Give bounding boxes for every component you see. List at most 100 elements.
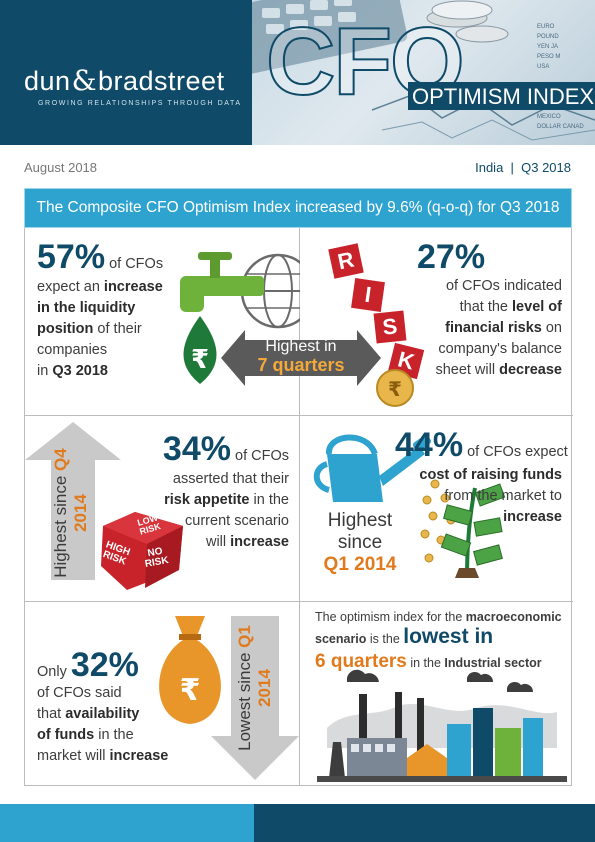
macro-line1-bold: macroeconomic [465, 610, 562, 624]
macro-lowest: lowest [403, 625, 469, 648]
svg-text:MEXICO: MEXICO [537, 114, 561, 120]
funds-cost-line1: of CFOs expect [463, 444, 568, 460]
appetite-percent: 34% [162, 430, 231, 468]
svg-text:PESO M: PESO M [537, 54, 560, 60]
highest-seven-quarters-arrow [221, 330, 381, 386]
svg-text:POUND: POUND [537, 34, 559, 40]
liquidity-line4: of their [93, 321, 142, 337]
dnb-logo: dun&bradstreet [24, 64, 225, 97]
risk-line3-bold: financial risks [445, 320, 542, 336]
highest-seven-quarters-label: Highest in 7 quarters [247, 338, 355, 374]
liquidity-line3-bold: in the liquidity [37, 300, 136, 316]
logo-text-dun: dun [24, 66, 71, 96]
liquidity-line2-bold: increase [103, 279, 163, 295]
optimism-index-title: OPTIMISM INDEX [412, 84, 595, 109]
optimism-index-band [408, 82, 595, 110]
macro-panel-text: The optimism index for the macroeconomic… [315, 608, 565, 675]
macro-line2: is the [366, 632, 404, 646]
up-arrow-highest-since [25, 422, 121, 580]
risk-line4: company's balance [438, 341, 562, 357]
risk-block-i: I [351, 278, 385, 312]
liquidity-line1: of CFOs [105, 256, 164, 272]
availability-line2: that [37, 706, 66, 722]
macro-in: in [468, 625, 494, 648]
logo-ampersand: & [71, 64, 97, 97]
funds-cost-line3: from the market to [444, 488, 562, 504]
svg-text:₹: ₹ [388, 377, 402, 401]
risk-line5-bold: decrease [499, 362, 562, 378]
grid-divider-vertical [299, 228, 300, 786]
funds-cost-highest-line3: Q1 2014 [323, 554, 397, 575]
appetite-line5: will [205, 534, 231, 550]
highest-line2: 7 quarters [257, 355, 345, 375]
appetite-line5-bold: increase [230, 534, 289, 550]
header: dun&bradstreet GROWING RELATIONSHIPS THR… [0, 0, 595, 145]
liquidity-line4-bold: position [37, 321, 94, 337]
finance-background-illustration: EURO POUND YEN JA PESO M USA MEXICO DOLLAR C… [252, 0, 595, 141]
macro-line3-bold: Industrial sector [444, 656, 542, 670]
risk-panel-text: 27% of CFOs indicated that the level of … [407, 240, 562, 381]
highest-since-q4-label: Highest since Q4 2014 [51, 433, 91, 593]
risk-line1: of CFOs indicated [445, 278, 562, 294]
liquidity-panel-text: 57% of CFOs expect an increase in the li… [37, 240, 187, 382]
availability-line3: in the [94, 727, 134, 743]
availability-line4-bold: increase [109, 748, 169, 764]
highest-since-q1-label: Highest since Q1 2014 [315, 510, 405, 576]
funds-cost-line4-bold: increase [503, 509, 562, 525]
funds-cost-line2-bold: cost of raising funds [419, 467, 562, 483]
risk-percent: 27% [417, 238, 486, 276]
industrial-factory-illustration [317, 669, 567, 782]
macro-six-quarters: 6 quarters [315, 651, 407, 672]
tagline: GROWING RELATIONSHIPS THROUGH DATA [38, 100, 242, 107]
availability-line1: of CFOs said [37, 685, 122, 701]
rupee-coin-icon: ₹ [376, 369, 414, 407]
headline-text: The Composite CFO Optimism Index increas… [36, 199, 560, 216]
highest-line1: Highest in [265, 338, 337, 355]
funds-cost-highest-line2: since [337, 532, 383, 553]
report-date: August 2018 [24, 160, 98, 175]
appetite-line3: in the [249, 492, 289, 508]
liquidity-line6-bold: Q3 2018 [52, 363, 108, 379]
logo-text-bradstreet: bradstreet [98, 66, 225, 96]
down-arrow-lowest-since [211, 616, 299, 780]
risk-block-r: R [328, 243, 364, 279]
rupee-money-bag-icon: ₹ [159, 616, 221, 724]
risk-block-s: S [373, 310, 407, 344]
funds-cost-panel-text: 44% of CFOs expect cost of raising funds… [395, 426, 568, 528]
svg-text:USA: USA [537, 64, 549, 70]
infographic-grid: 57% of CFOs expect an increase in the li… [24, 228, 573, 786]
header-image-panel: EURO POUND YEN JA PESO M USA MEXICO DOLLAR C… [252, 0, 595, 145]
availability-percent: 32% [70, 646, 139, 684]
availability-panel-text: Only 32% of CFOs said that availability … [37, 648, 187, 767]
footer-band-right [254, 804, 595, 842]
appetite-line2: asserted that their [172, 471, 289, 487]
funds-cost-highest-line1: Highest [327, 510, 393, 531]
availability-line2-bold: availability [65, 706, 140, 722]
tap-rupee-drop-icon: ₹ [180, 252, 300, 384]
appetite-side-line1: Highest since [51, 475, 70, 578]
risk-dice-icon [101, 512, 183, 590]
appetite-line1: of CFOs [230, 448, 289, 464]
appetite-panel-text: 34% of CFOs asserted that their risk app… [145, 432, 289, 553]
money-plant-icon [420, 479, 506, 579]
svg-text:YEN JA: YEN JA [537, 44, 558, 50]
watering-can-icon [313, 434, 432, 502]
lowest-since-q1-label: Lowest since Q1 2014 [235, 608, 275, 768]
macro-line2-bold: scenario [315, 632, 367, 646]
headline-banner: The Composite CFO Optimism Index increas… [24, 188, 572, 228]
risk-line5: sheet will [435, 362, 500, 378]
liquidity-percent: 57% [37, 238, 106, 276]
liquidity-line5: companies [37, 342, 108, 358]
report-region-quarter: India | Q3 2018 [475, 160, 571, 175]
availability-line4: market will [37, 748, 110, 764]
availability-only: Only [37, 664, 67, 680]
macro-line1: The optimism index for the [315, 610, 466, 624]
svg-text:₹: ₹ [191, 345, 209, 375]
svg-text:₹: ₹ [180, 673, 201, 708]
risk-line3: on [541, 320, 562, 336]
appetite-line4: current scenario [185, 513, 289, 529]
liquidity-line2: expect an [37, 279, 104, 295]
funds-cost-percent: 44% [395, 426, 464, 464]
header-brand-panel: dun&bradstreet GROWING RELATIONSHIPS THR… [0, 0, 252, 145]
footer-band-left [0, 804, 254, 842]
